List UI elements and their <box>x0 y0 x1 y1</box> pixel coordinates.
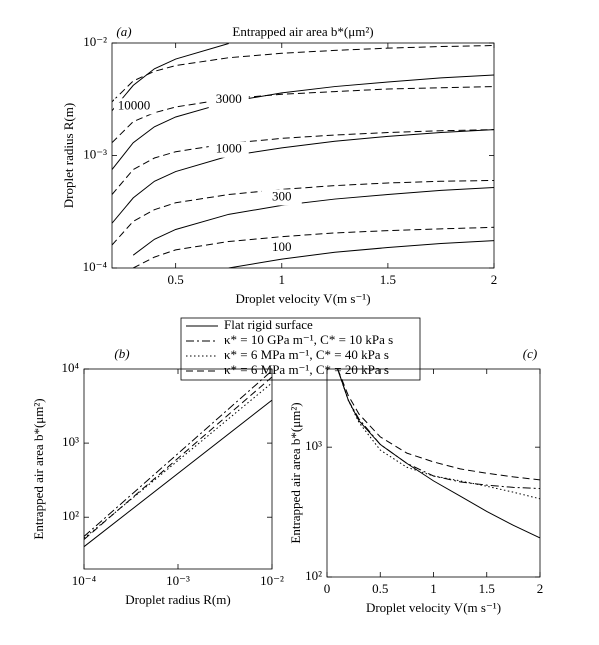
contour-label: 300 <box>272 188 292 203</box>
contour-line <box>112 43 229 112</box>
series-line <box>337 369 540 539</box>
y-tick-label: 10² <box>305 568 322 583</box>
x-tick-label: 0 <box>324 581 331 596</box>
contour-line <box>112 74 494 170</box>
contour-label-bg <box>208 141 249 158</box>
y-axis-label: Entrapped air area b*(μm²) <box>31 398 46 539</box>
plot-frame <box>111 42 495 269</box>
y-axis-label: Entrapped air area b*(μm²) <box>288 402 303 543</box>
contour-label-bg <box>261 239 302 256</box>
contour-label: 10000 <box>118 97 151 112</box>
x-tick-label: 10⁻² <box>260 573 284 588</box>
y-tick-label: 10⁻⁴ <box>83 259 108 274</box>
panel-label: (c) <box>523 346 537 361</box>
series-line <box>337 369 540 481</box>
plot-frame <box>83 368 273 570</box>
contour-label-bg <box>261 189 302 206</box>
contour-line <box>112 45 494 103</box>
x-tick-label: 0.5 <box>168 272 184 287</box>
legend-label: κ* = 6 MPa m⁻¹, C* = 40 kPa s <box>224 347 389 362</box>
x-tick-label: 1.5 <box>479 581 495 596</box>
contour-label: 100 <box>272 239 292 254</box>
contour-label: 3000 <box>216 91 242 106</box>
contour-line <box>228 240 494 268</box>
contour-line <box>112 86 494 144</box>
legend-label: Flat rigid surface <box>224 317 313 332</box>
x-tick-label: 10⁻⁴ <box>72 573 97 588</box>
x-axis-label: Droplet velocity V(m s⁻¹) <box>235 291 370 306</box>
series-line <box>84 382 272 539</box>
x-tick-label: 0.5 <box>372 581 388 596</box>
x-tick-label: 2 <box>491 272 498 287</box>
y-tick-label: 10³ <box>62 434 79 449</box>
x-axis-label: Droplet velocity V(m s⁻¹) <box>366 600 501 615</box>
series-line <box>84 399 272 548</box>
series-line <box>337 369 540 500</box>
series-line <box>84 370 272 537</box>
y-tick-label: 10⁻³ <box>83 146 107 161</box>
panel-label: (a) <box>116 24 131 39</box>
contour-line <box>112 179 494 246</box>
contour-label-bg <box>208 92 249 109</box>
x-tick-label: 1 <box>279 272 286 287</box>
panel-label: (b) <box>114 346 129 361</box>
y-tick-label: 10² <box>62 508 79 523</box>
contour-line <box>112 129 494 224</box>
contour-line <box>112 129 494 195</box>
series-line <box>337 369 540 490</box>
legend-label: κ* = 6 MPa m⁻¹, C* = 20 kPa s <box>224 362 389 377</box>
y-tick-label: 10⁴ <box>61 360 79 375</box>
x-axis-label: Droplet radius R(m) <box>125 592 230 607</box>
x-tick-label: 10⁻³ <box>166 573 190 588</box>
y-axis-label: Droplet radius R(m) <box>61 103 76 208</box>
x-tick-label: 1.5 <box>380 272 396 287</box>
x-tick-label: 1 <box>430 581 437 596</box>
contour-label-bg <box>114 98 154 115</box>
y-tick-label: 10⁻² <box>83 34 107 49</box>
chart-title: Entrapped air area b*(μm²) <box>232 24 373 39</box>
contour-label: 1000 <box>216 141 242 156</box>
y-tick-label: 10³ <box>305 438 322 453</box>
contour-line <box>132 186 494 256</box>
contour-line <box>132 226 494 268</box>
x-tick-label: 2 <box>537 581 544 596</box>
plot-frame <box>326 368 541 578</box>
series-line <box>84 376 272 540</box>
legend-label: κ* = 10 GPa m⁻¹, C* = 10 kPa s <box>224 332 393 347</box>
